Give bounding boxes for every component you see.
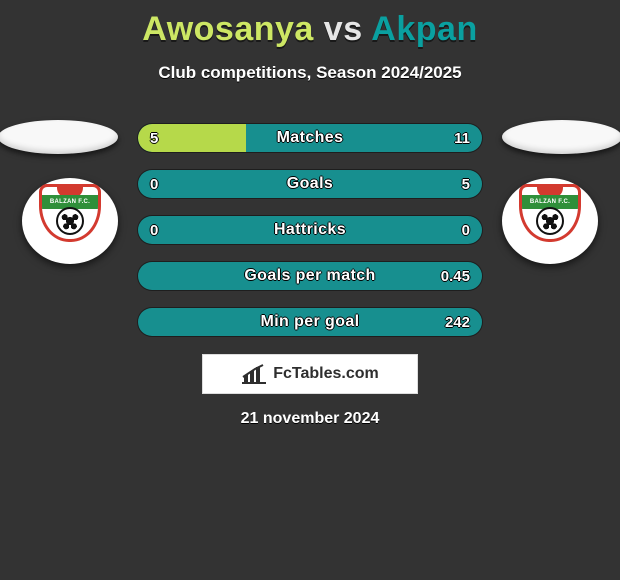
vs-text: vs xyxy=(324,10,363,48)
watermark-label: FcTables.com xyxy=(273,365,379,383)
stat-bar: Min per goal 242 xyxy=(138,308,482,336)
stat-right-value: 11 xyxy=(454,124,470,152)
player-a-club-badge: BALZAN F.C. xyxy=(22,178,118,264)
stat-label: Matches xyxy=(138,124,482,152)
player-b-name: Akpan xyxy=(371,10,477,48)
subtitle: Club competitions, Season 2024/2025 xyxy=(0,63,620,83)
bar-chart-icon xyxy=(241,364,267,384)
comparison-infographic: Awosanya vs Akpan Club competitions, Sea… xyxy=(0,0,620,580)
football-icon xyxy=(56,207,84,235)
page-title: Awosanya vs Akpan xyxy=(0,0,620,49)
stat-bar: 0 Goals 5 xyxy=(138,170,482,198)
club-label: BALZAN F.C. xyxy=(50,199,90,205)
stat-right-value: 0.45 xyxy=(441,262,470,290)
stat-label: Hattricks xyxy=(138,216,482,244)
watermark: FcTables.com xyxy=(202,354,418,394)
stat-bar: 0 Hattricks 0 xyxy=(138,216,482,244)
shield-icon: BALZAN F.C. xyxy=(39,184,101,242)
stat-label: Goals xyxy=(138,170,482,198)
stat-right-value: 242 xyxy=(445,308,470,336)
football-icon xyxy=(536,207,564,235)
date-label: 21 november 2024 xyxy=(0,410,620,428)
player-b-photo-placeholder xyxy=(502,120,620,154)
stat-bar: Goals per match 0.45 xyxy=(138,262,482,290)
stat-label: Min per goal xyxy=(138,308,482,336)
stat-label: Goals per match xyxy=(138,262,482,290)
player-b-club-badge: BALZAN F.C. xyxy=(502,178,598,264)
stat-right-value: 5 xyxy=(462,170,470,198)
player-a-photo-placeholder xyxy=(0,120,118,154)
shield-icon: BALZAN F.C. xyxy=(519,184,581,242)
club-label: BALZAN F.C. xyxy=(530,199,570,205)
stat-bars: 5 Matches 11 0 Goals 5 0 Hattricks 0 Goa… xyxy=(138,124,482,354)
player-a-name: Awosanya xyxy=(142,10,314,48)
stat-bar: 5 Matches 11 xyxy=(138,124,482,152)
stat-right-value: 0 xyxy=(462,216,470,244)
